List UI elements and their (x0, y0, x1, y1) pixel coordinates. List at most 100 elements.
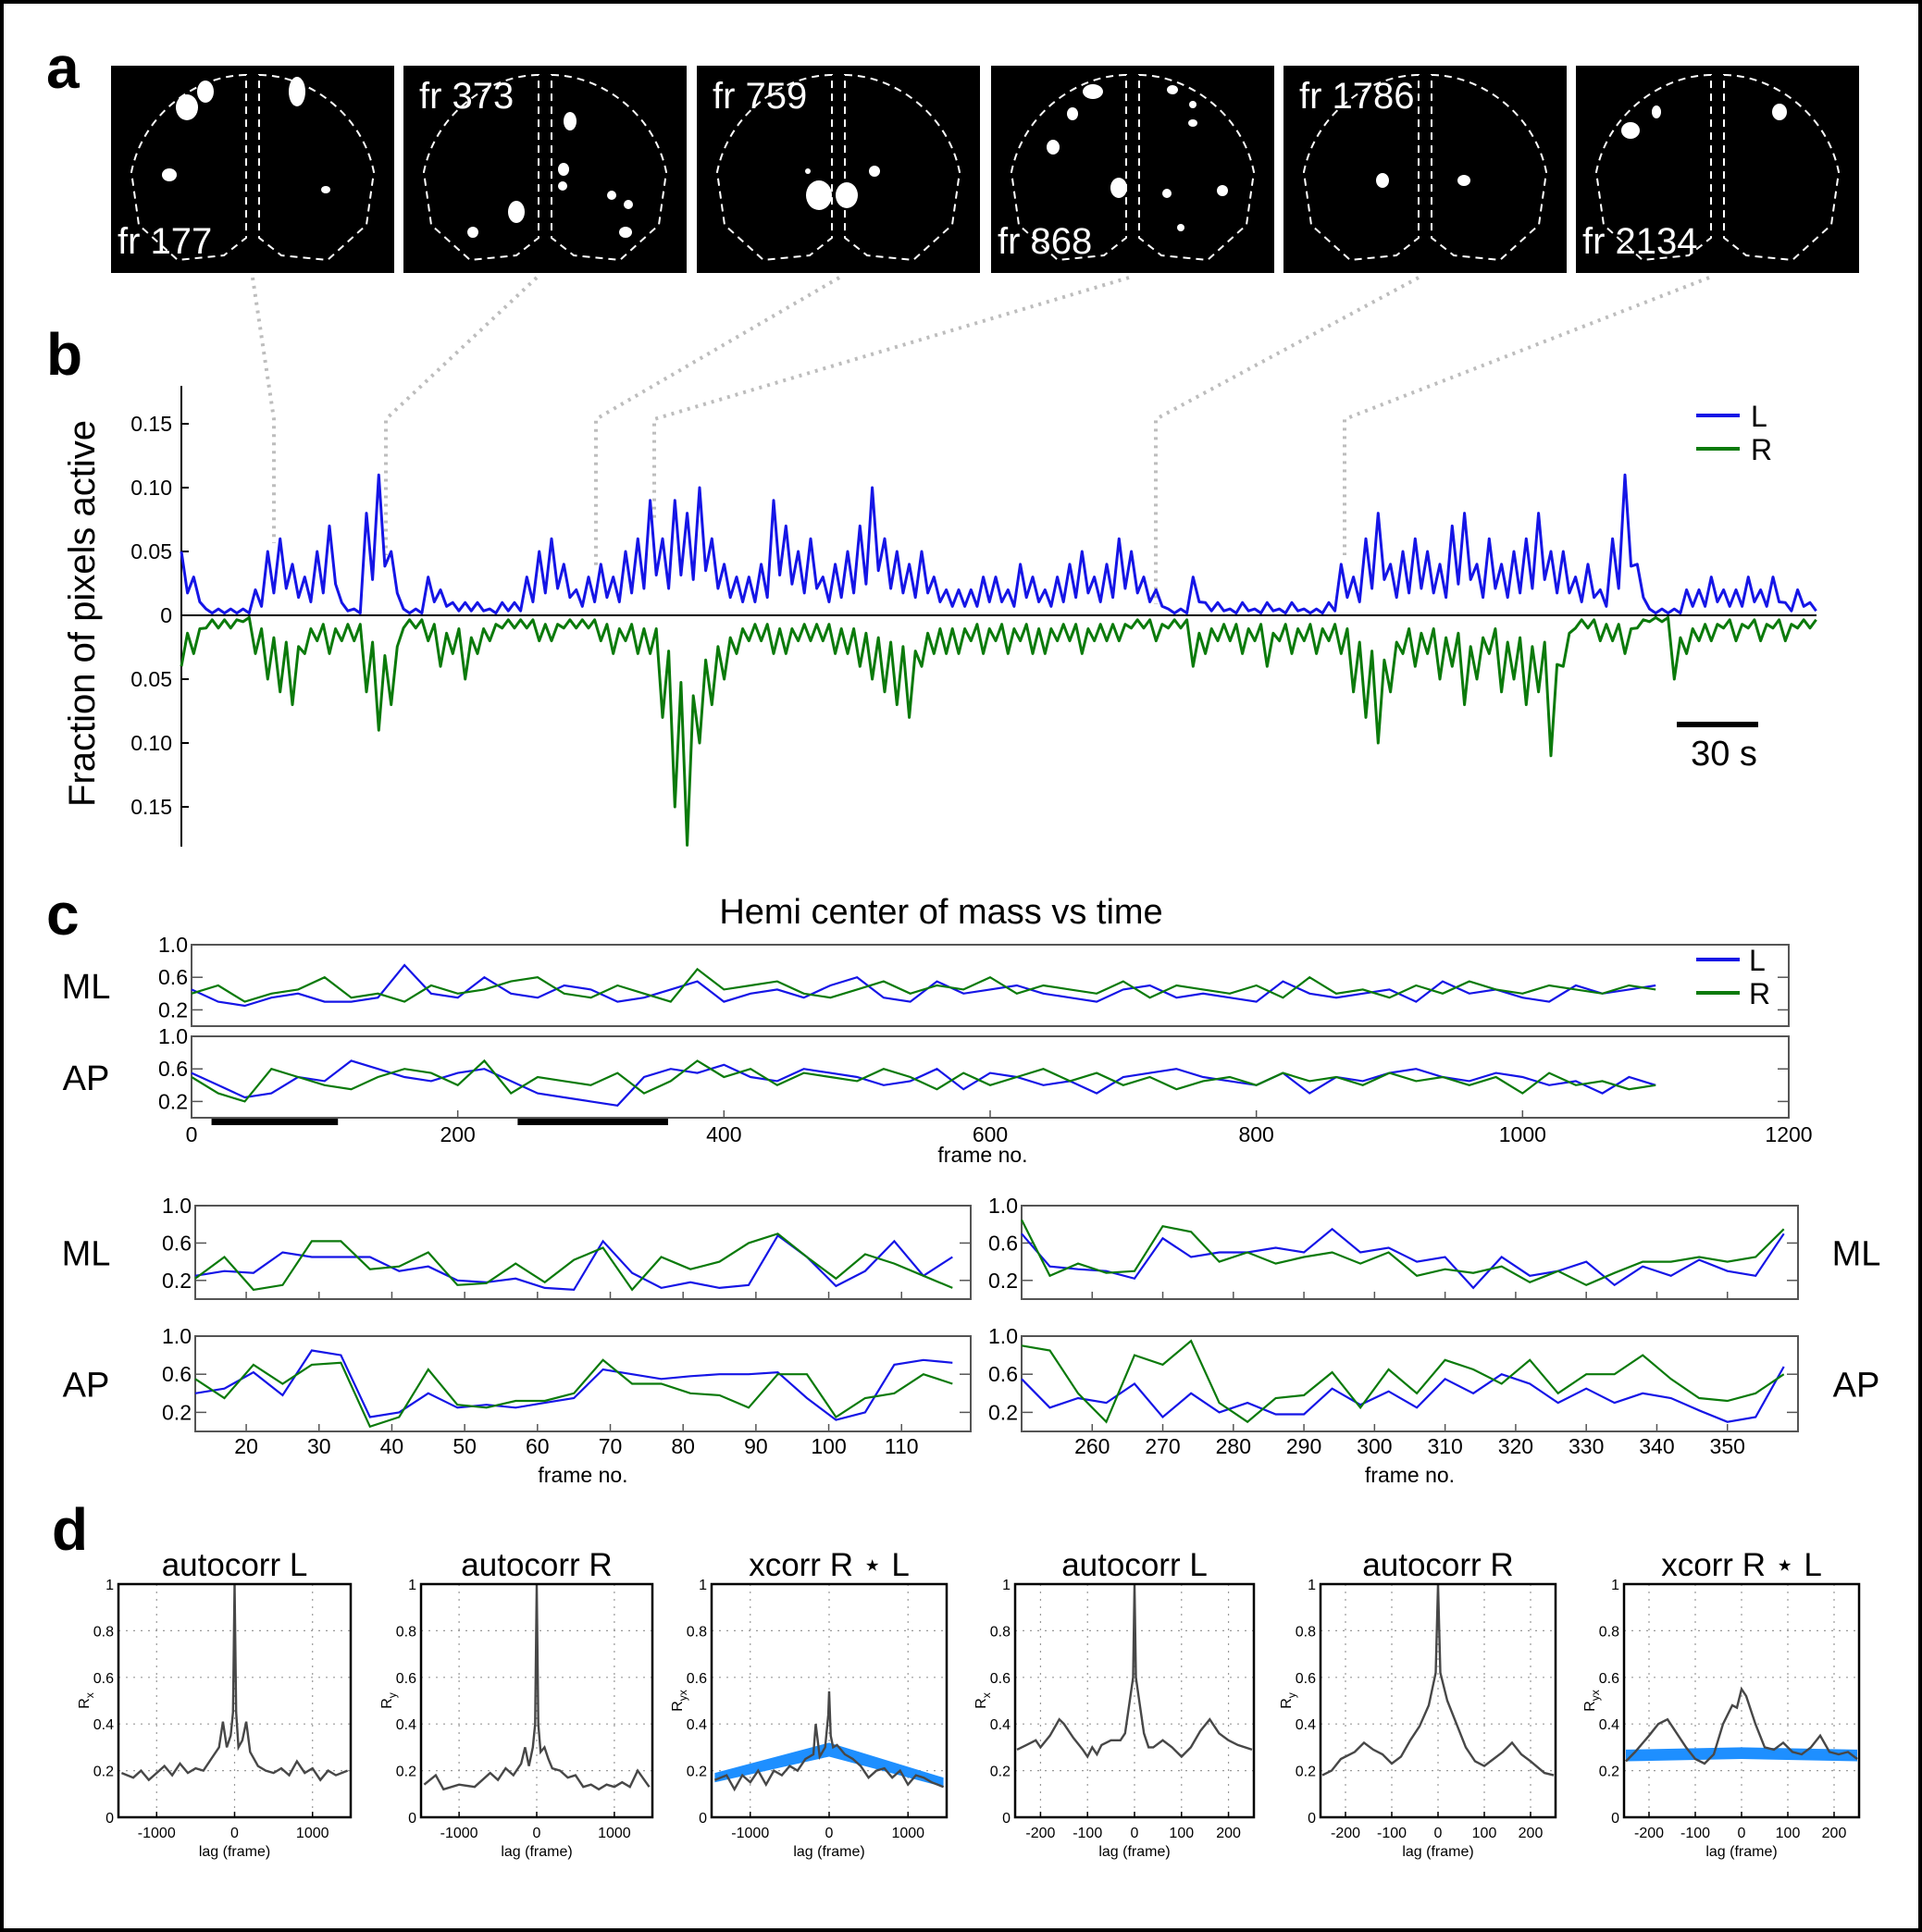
frame-connector-line (594, 276, 841, 567)
y-tick-label: 1.0 (158, 933, 188, 957)
right-hemisphere-outline (844, 73, 961, 262)
left-hemisphere-outline (422, 73, 539, 262)
x-tick-label: 0 (533, 1826, 541, 1841)
series-line-L (1021, 1227, 1785, 1290)
legend-label-R: R (1751, 433, 1772, 466)
y-tick-label: 0.6 (988, 1231, 1018, 1255)
y-tick-label: 0.4 (1599, 1717, 1619, 1733)
activity-blob (467, 227, 478, 238)
panel-a-frames: fr 177 fr 373 fr 759 fr 868 fr 1786 fr 2134 (111, 66, 1859, 273)
highlight-bar (211, 1119, 339, 1125)
x-tick-label: -1000 (138, 1826, 176, 1841)
y-tick-label: 0.6 (93, 1671, 114, 1687)
y-tick-label: 0 (1611, 1811, 1619, 1827)
frame-background (697, 66, 980, 273)
y-tick-label: 0.8 (1296, 1624, 1316, 1640)
y-tick-label: 0.2 (990, 1765, 1011, 1780)
axes-box (191, 944, 1790, 1027)
legend-label-L: L (1751, 400, 1767, 433)
series-line-R (1021, 1339, 1785, 1424)
left-hemisphere-outline (1594, 73, 1712, 262)
correlation-axes: -200 -100 0 100 200 0 0.2 0.4 0.6 0.8 1 xcorr R ⋆ L… (1582, 1547, 1861, 1860)
activity-blob (1047, 140, 1060, 155)
axes-box (1021, 1335, 1799, 1432)
y-tick-label: 0.2 (396, 1765, 416, 1780)
y-tick-label: 0.4 (396, 1717, 416, 1733)
y-tick-label: 0.2 (162, 1400, 192, 1424)
x-axis-label: lag (frame) (1402, 1844, 1473, 1860)
y-tick-label: 0.6 (687, 1671, 707, 1687)
activity-blob (1376, 173, 1389, 188)
y-tick-label: 1 (1308, 1578, 1316, 1593)
activity-blob (1177, 224, 1184, 231)
frame-background (991, 66, 1274, 273)
panel-b-chart: 0.15 0.10 0.05 0 0.05 0.10 0.15 Fraction of pix… (62, 276, 1817, 847)
y-tick-label: 0.15 (130, 795, 172, 819)
x-tick-label: 400 (706, 1122, 741, 1146)
x-axis-label: lag (frame) (1098, 1844, 1170, 1860)
row-label-AP: AP (63, 1059, 110, 1098)
x-tick-label: 200 (1216, 1826, 1241, 1841)
frame-image: fr 373 (403, 66, 687, 273)
x-tick-label: 280 (1216, 1434, 1251, 1458)
y-label-subscript: y (1285, 1692, 1298, 1698)
axes-box (1319, 1582, 1557, 1819)
panel-letter-a: a (46, 34, 80, 101)
y-tick-label: 0.4 (990, 1717, 1011, 1733)
y-tick-label: 0.2 (988, 1269, 1018, 1293)
frame-label: fr 868 (998, 221, 1092, 262)
x-tick-label: 100 (1169, 1826, 1194, 1841)
x-tick-label: 0 (1434, 1826, 1443, 1841)
scale-bar-label: 30 s (1691, 735, 1757, 774)
axes-box (1622, 1582, 1861, 1819)
y-tick-label: 1.0 (988, 1324, 1018, 1348)
y-tick-label: 1 (408, 1578, 416, 1593)
y-tick-label: 1 (1002, 1578, 1011, 1593)
y-tick-label: 0.8 (687, 1624, 707, 1640)
right-hemisphere-outline (1723, 73, 1841, 262)
series-line-R (1021, 1219, 1785, 1287)
x-tick-label: 20 (234, 1434, 258, 1458)
activity-blob (162, 168, 177, 181)
y-tick-label: 1.0 (162, 1194, 192, 1218)
x-tick-label: 100 (1472, 1826, 1497, 1841)
series-line-R (194, 1232, 953, 1292)
y-tick-label: 0 (160, 603, 172, 627)
y-tick-label: 1 (1611, 1578, 1619, 1593)
y-axis-label: Rx (77, 1692, 96, 1709)
x-tick-label: 200 (1519, 1826, 1544, 1841)
y-label-main: R (1582, 1701, 1598, 1712)
frame-image: fr 177 (111, 66, 394, 273)
y-axis-label: Ry (379, 1692, 399, 1709)
activity-blob (836, 182, 858, 208)
frame-label: fr 177 (118, 221, 212, 262)
series-line-L (191, 963, 1656, 1008)
activity-blob (1217, 185, 1228, 196)
x-axis-label: frame no. (538, 1463, 627, 1487)
y-tick-label: 0.6 (1296, 1671, 1316, 1687)
y-tick-label: 0.4 (687, 1717, 707, 1733)
x-tick-label: 70 (599, 1434, 623, 1458)
y-label-subscript: x (980, 1692, 993, 1698)
x-tick-label: 40 (380, 1434, 404, 1458)
y-label-main: R (670, 1701, 686, 1712)
x-tick-label: -100 (1377, 1826, 1407, 1841)
x-tick-label: 30 (307, 1434, 331, 1458)
x-tick-label: 0 (186, 1122, 198, 1146)
axes-box (1021, 1205, 1799, 1300)
y-tick-label: 1.0 (158, 1024, 188, 1048)
left-hemisphere-outline (1010, 73, 1127, 262)
left-hemisphere-outline (1302, 73, 1420, 262)
x-axis-label: lag (frame) (793, 1844, 864, 1860)
x-tick-label: 50 (453, 1434, 477, 1458)
y-tick-label: 1.0 (162, 1324, 192, 1348)
activity-blob (1457, 175, 1470, 186)
axes-title: xcorr R ⋆ L (1661, 1547, 1822, 1583)
y-tick-label: 0.6 (988, 1362, 1018, 1386)
activity-blob (1772, 104, 1787, 120)
panel-letter-c: c (46, 881, 80, 947)
y-tick-label: 0.8 (396, 1624, 416, 1640)
activity-blob (289, 77, 305, 106)
y-tick-label: 0 (408, 1811, 416, 1827)
x-tick-label: 800 (1238, 1122, 1273, 1146)
